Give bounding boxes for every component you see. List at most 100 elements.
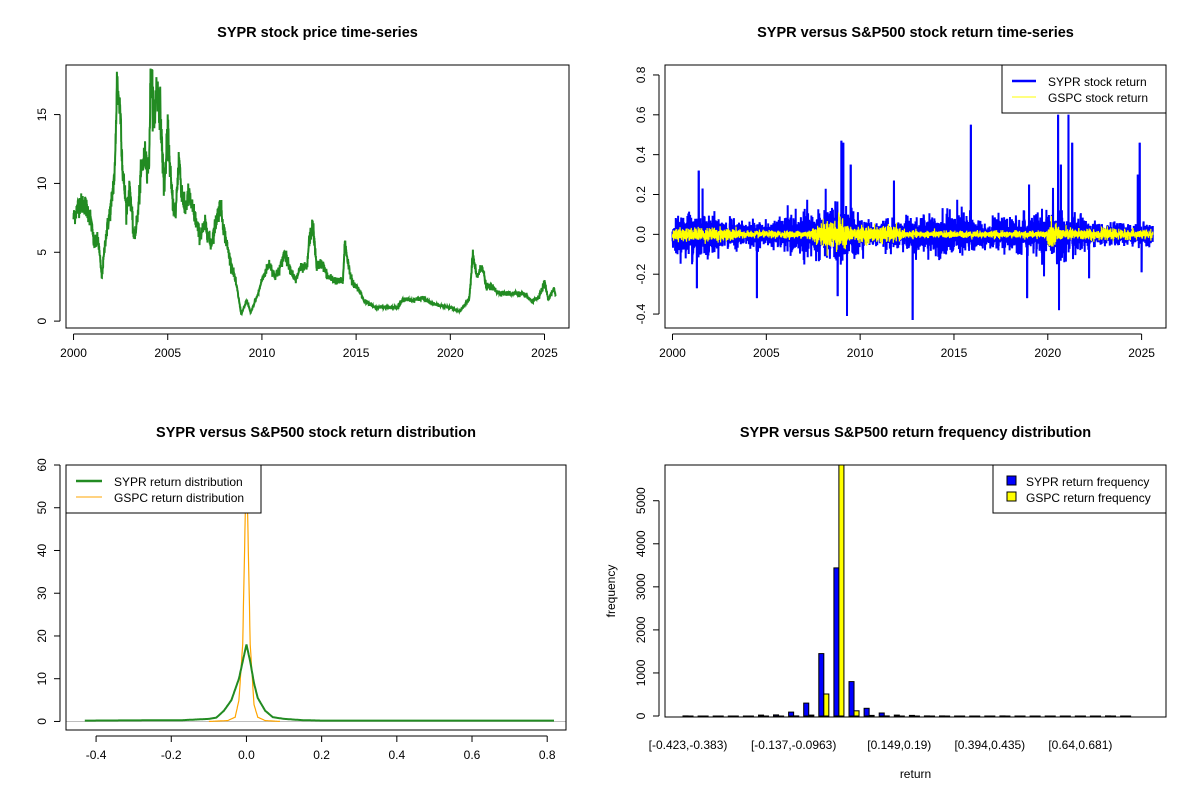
bar-gspc [989,715,996,717]
bar-gspc [883,715,890,717]
y-tick-label: 30 [35,586,49,600]
bar-gspc [868,714,875,717]
bar-gspc [1064,715,1071,717]
bar-gspc [898,715,905,717]
x-tick-label: [-0.137,-0.0963) [751,738,836,752]
y-tick-label: 15 [35,108,49,122]
bar-sypr [969,715,976,717]
bar-gspc [1004,715,1011,717]
bar-sypr [788,711,795,717]
x-tick-label: 2005 [753,346,780,360]
y-tick-label: 0 [634,712,648,719]
panel-3: SYPR versus S&P500 stock return distribu… [35,425,567,762]
bar-gspc [929,715,936,717]
bar-gspc [974,715,981,717]
plot-frame [65,464,567,731]
y-tick-label: 0.2 [634,186,648,203]
bar-gspc [838,465,845,717]
bar-sypr [682,715,689,717]
bar-sypr [863,707,870,717]
legend-label: SYPR return frequency [1026,475,1149,489]
y-tick-label: 40 [35,543,49,557]
x-tick-label: [0.149,0.19) [867,738,931,752]
x-tick-label: 2025 [1128,346,1155,360]
bar-sypr [1105,715,1112,717]
y-tick-label: 2000 [634,616,648,643]
bar-gspc [1019,715,1026,717]
legend-label: GSPC return distribution [114,491,244,505]
bar-gspc [1034,715,1041,717]
legend: SYPR stock return GSPC stock return [1001,64,1167,114]
x-tick-label: 2020 [437,346,464,360]
x-tick-label: 2010 [249,346,276,360]
bar-sypr [939,715,946,717]
y-tick-label: 1000 [634,659,648,686]
legend-swatch-gspc [1006,491,1017,502]
x-tick-label: [0.64,0.681) [1048,738,1112,752]
bar-sypr [818,653,825,717]
plot-frame [664,64,1167,329]
x-tick-label: 2025 [531,346,558,360]
y-tick-label: 0 [35,718,49,725]
bar-gspc [1095,715,1102,717]
bar-sypr [908,714,915,717]
plot-area [671,114,1154,321]
bar-gspc [747,715,754,717]
legend-swatch-sypr [1006,475,1017,486]
bar-sypr [954,715,961,717]
bar-gspc [702,715,709,717]
y-tick-label: 10 [35,176,49,190]
x-tick-label: 0.4 [388,748,405,762]
y-tick-label: 0.6 [634,106,648,123]
bar-sypr [773,714,780,717]
bar-sypr [1014,715,1021,717]
bar-gspc [944,715,951,717]
bar-gspc [1110,715,1117,717]
bar-sypr [893,714,900,717]
y-tick-label: 5000 [634,487,648,514]
chart-title: SYPR versus S&P500 stock return time-ser… [757,25,1074,41]
bar-sypr [742,715,749,717]
x-tick-label: [-0.423,-0.383) [649,738,728,752]
bar-gspc [823,693,830,717]
bar-gspc [778,715,785,717]
bar-sypr [848,681,855,717]
panel-4: SYPR versus S&P500 return frequency dist… [604,425,1167,781]
y-tick-label: 0.8 [634,66,648,83]
bar-sypr [1044,715,1051,717]
x-tick-label: 2000 [659,346,686,360]
legend-label: GSPC return frequency [1026,491,1151,505]
plot-area [66,465,566,723]
plot-area [72,68,557,317]
bar-gspc [1049,715,1056,717]
y-tick-label: -0.4 [634,303,648,324]
series-line-sypr-price [72,68,557,317]
density-line-gspc [208,465,280,723]
bar-gspc [717,715,724,717]
x-tick-label: -0.4 [86,748,107,762]
chart-title: SYPR versus S&P500 stock return distribu… [156,425,476,441]
bar-sypr [1120,715,1127,717]
plot-frame [65,64,570,329]
legend-label: SYPR stock return [1048,75,1147,89]
y-tick-label: 0.0 [634,226,648,243]
y-tick-label: 5 [35,249,49,256]
chart-title: SYPR stock price time-series [217,25,418,41]
y-tick-label: 10 [35,672,49,686]
x-tick-label: 0.6 [464,748,481,762]
bar-gspc [763,715,770,717]
series-line-gspc-return [671,212,1154,256]
bar-gspc [808,714,815,717]
y-tick-label: 3000 [634,573,648,600]
bar-gspc [1125,715,1132,717]
panel-2: SYPR versus S&P500 stock return time-ser… [634,25,1167,360]
bar-gspc [1079,715,1086,717]
bar-sypr [1074,715,1081,717]
x-tick-label: -0.2 [161,748,182,762]
y-tick-label: -0.2 [634,264,648,285]
x-tick-label: 0.0 [238,748,255,762]
bar-sypr [1089,715,1096,717]
bar-sypr [999,715,1006,717]
legend-box [65,464,262,514]
